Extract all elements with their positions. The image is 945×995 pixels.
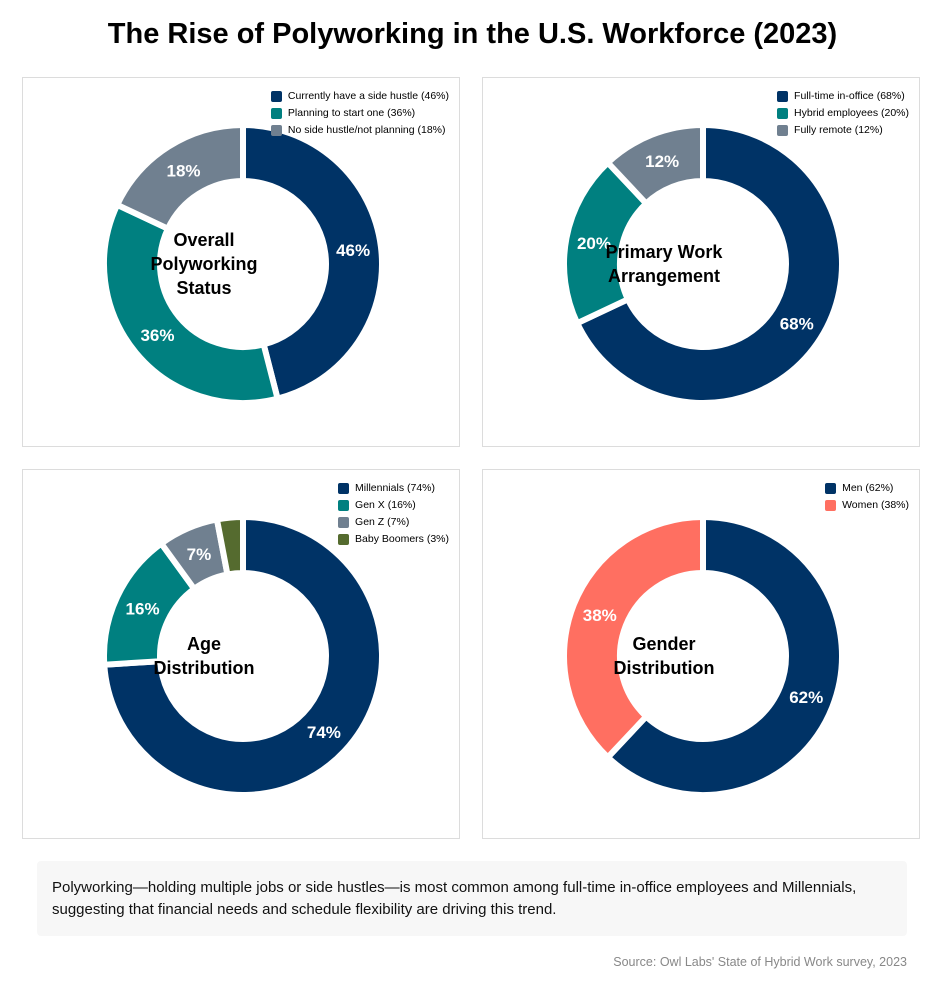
legend-swatch xyxy=(338,517,350,528)
legend-item: Millennials (74%) xyxy=(338,480,449,497)
legend-label: Gen Z (7%) xyxy=(355,516,410,528)
center-label-line: Gender xyxy=(632,634,696,654)
center-label-line: Primary Work xyxy=(605,242,723,262)
donut-slice-millennials xyxy=(101,513,385,798)
legend-label: Women (38%) xyxy=(842,499,909,511)
legend-label: Millennials (74%) xyxy=(355,482,435,494)
slice-data-label: 36% xyxy=(140,326,174,345)
donut-slice-no-side-hustle-not-planning xyxy=(113,121,246,233)
legend-label: No side hustle/not planning (18%) xyxy=(287,124,446,136)
legend-label: Men (62%) xyxy=(842,482,894,494)
legend-item: Baby Boomers (3%) xyxy=(338,531,449,548)
center-label-line: Distribution xyxy=(153,658,255,678)
legend-swatch xyxy=(825,483,837,494)
legend-item: Currently have a side hustle (46%) xyxy=(270,88,449,105)
center-label-line: Polyworking xyxy=(150,254,258,274)
legend-label: Fully remote (12%) xyxy=(794,124,883,136)
source-caption: Source: Owl Labs' State of Hybrid Work s… xyxy=(613,955,907,969)
donut-slice-currently-have-a-side-hustle xyxy=(240,121,385,403)
legend-item: Planning to start one (36%) xyxy=(270,105,449,122)
page-title: The Rise of Polyworking in the U.S. Work… xyxy=(107,18,838,50)
legend-item: Hybrid employees (20%) xyxy=(777,105,909,122)
donut-center-label: Primary Work Arrangement xyxy=(594,240,734,288)
slice-data-label: 74% xyxy=(307,723,341,742)
center-label-line: Status xyxy=(176,278,232,298)
donut-center-label: Gender Distribution xyxy=(594,632,734,680)
legend-swatch xyxy=(777,91,789,102)
legend-label: Currently have a side hustle (46%) xyxy=(287,90,449,102)
slice-data-label: 62% xyxy=(789,688,823,707)
donut-slice-fully-remote xyxy=(603,121,706,208)
slice-data-label: 46% xyxy=(336,241,370,260)
slice-data-label: 18% xyxy=(167,161,201,180)
chart-legend: Millennials (74%) Gen X (16%) Gen Z (7%) Ba… xyxy=(338,480,449,548)
center-label-line: Distribution xyxy=(613,658,715,678)
chart-panel-polyworking-status: 46% 36% 18% Overall Polyworking Status Current… xyxy=(22,77,460,447)
legend-item: Fully remote (12%) xyxy=(777,122,909,139)
slice-data-label: 16% xyxy=(126,600,160,619)
legend-label: Full-time in-office (68%) xyxy=(794,90,905,102)
slice-data-label: 68% xyxy=(780,314,814,333)
legend-item: Full-time in-office (68%) xyxy=(777,88,909,105)
legend-swatch xyxy=(270,108,282,119)
legend-label: Baby Boomers (3%) xyxy=(355,533,449,545)
legend-swatch xyxy=(338,534,350,545)
center-label-line: Overall xyxy=(173,230,235,250)
chart-legend: Full-time in-office (68%) Hybrid employee… xyxy=(777,88,909,139)
donut-center-label: Age Distribution xyxy=(134,632,274,680)
legend-label: Gen X (16%) xyxy=(355,499,416,511)
donut-slice-baby-boomers xyxy=(213,513,246,578)
legend-swatch xyxy=(825,500,837,511)
legend-item: Gen Z (7%) xyxy=(338,514,449,531)
donut-chart: 46% 36% 18% xyxy=(101,121,385,406)
legend-swatch xyxy=(777,125,789,136)
donut-slice-men xyxy=(603,513,845,798)
chart-legend: Men (62%) Women (38%) xyxy=(825,480,909,514)
legend-label: Planning to start one (36%) xyxy=(287,107,416,119)
donut-slice-full-time-in-office xyxy=(573,121,845,406)
chart-panel-work-arrangement: 68% 20% 12% Primary Work Arrangement Full-tim… xyxy=(482,77,920,447)
chart-panel-age-distribution: 74% 16% 7% Age Distribution Millennials (74%)… xyxy=(22,469,460,839)
donut-slice-planning-to-start-one xyxy=(101,200,282,406)
center-label-line: Arrangement xyxy=(607,266,721,286)
slice-data-label: 38% xyxy=(583,606,617,625)
legend-swatch xyxy=(270,125,282,136)
slice-data-label: 7% xyxy=(187,545,212,564)
legend-label: Hybrid employees (20%) xyxy=(794,107,909,119)
legend-swatch xyxy=(777,108,789,119)
legend-item: No side hustle/not planning (18%) xyxy=(270,122,449,139)
legend-item: Gen X (16%) xyxy=(338,497,449,514)
donut-slice-women xyxy=(561,513,706,762)
donut-chart: 62% 38% xyxy=(561,513,845,798)
center-label-line: Age xyxy=(186,634,221,654)
legend-item: Women (38%) xyxy=(825,497,909,514)
donut-center-label: Overall Polyworking Status xyxy=(134,228,274,300)
legend-swatch xyxy=(338,500,350,511)
slice-data-label: 20% xyxy=(577,234,611,253)
legend-swatch xyxy=(270,91,282,102)
slice-data-label: 12% xyxy=(645,152,679,171)
summary-note: Polyworking—holding multiple jobs or sid… xyxy=(37,861,907,936)
legend-item: Men (62%) xyxy=(825,480,909,497)
legend-swatch xyxy=(338,483,350,494)
donut-chart: 68% 20% 12% xyxy=(561,121,845,406)
donut-chart: 74% 16% 7% xyxy=(101,513,385,798)
chart-legend: Currently have a side hustle (46%) Planni… xyxy=(270,88,449,139)
chart-panel-gender-distribution: 62% 38% Gender Distribution Men (62%) Women (… xyxy=(482,469,920,839)
